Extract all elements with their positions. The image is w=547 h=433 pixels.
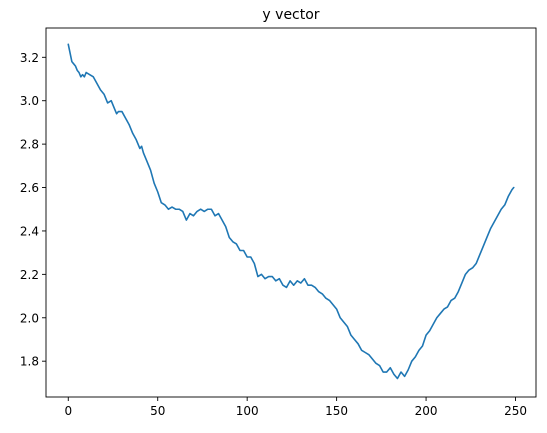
y-tick-label: 3.0 (20, 94, 39, 108)
series-group (67, 43, 515, 380)
y-tick-label: 1.8 (20, 355, 39, 369)
y-tick-label: 2.4 (20, 224, 39, 238)
y-tick-label: 2.8 (20, 138, 39, 152)
series-line (67, 43, 515, 380)
x-tick-label: 100 (236, 404, 259, 418)
x-tick-label: 150 (325, 404, 348, 418)
x-tick-label: 50 (150, 404, 165, 418)
plot-area-frame (45, 27, 537, 398)
x-axis: 0 50 100 150 200 250 (64, 397, 527, 418)
x-tick-label: 250 (504, 404, 527, 418)
y-tick-label: 2.2 (20, 268, 39, 282)
x-tick-label: 0 (64, 404, 72, 418)
y-tick-label: 2.0 (20, 311, 39, 325)
x-tick-label: 200 (415, 404, 438, 418)
y-tick-label: 3.2 (20, 51, 39, 65)
y-axis: 1.8 2.0 2.2 2.4 2.6 2.8 3.0 3.2 (20, 51, 46, 369)
chart-title: y vector (262, 7, 319, 23)
y-tick-label: 2.6 (20, 181, 39, 195)
